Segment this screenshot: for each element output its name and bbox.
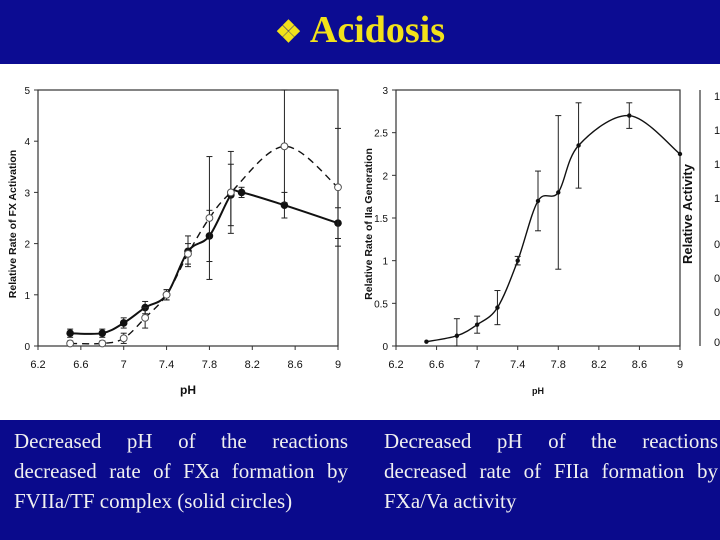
diamond-bullet-icon: ❖	[274, 16, 302, 49]
chart-1-y-tick-label: 3	[382, 86, 388, 97]
chart-0-y-axis-label: Relative Rate of FX Activation	[7, 150, 19, 298]
chart-0-series-0-point	[237, 188, 246, 197]
slide-title-text: Acidosis	[309, 9, 446, 51]
caption-right-line-1: Decreased pH of the reactions	[384, 429, 718, 453]
chart-2-y-tick-label: 1	[714, 193, 720, 205]
chart-0-x-tick-label: 7.8	[202, 359, 217, 371]
chart-0-series-0-line	[70, 189, 339, 335]
chart-0-series-1-point	[119, 334, 128, 343]
chart-0-series-1-point	[66, 339, 75, 348]
caption-right-line-2: decreased rate of FIIa formation by	[384, 459, 718, 483]
chart-1-y-tick-label: 0	[382, 342, 388, 353]
chart-0-y-tick-label: 0	[24, 342, 30, 353]
chart-0-series-0-point	[280, 201, 289, 209]
chart-1-series-0-point	[515, 258, 520, 263]
slide-title: ❖ Acidosis	[0, 4, 720, 59]
chart-0-series-0-point	[119, 319, 128, 327]
chart-2-y-tick-label: 0	[714, 273, 720, 285]
chart-1-series-0-point	[474, 322, 480, 327]
chart-1-x-tick-label: 9	[677, 359, 683, 371]
chart-panel: 6.2 6.6 7 7.4 7.8 8.2 8.6 9 0 1 2 3 4 5 pH Relative Rat…	[0, 64, 720, 420]
chart-0-y-tick-label: 3	[24, 188, 30, 199]
caption-left: Decreased pH of the reactions decreased …	[14, 426, 348, 516]
caption-left-line-1: Decreased pH of the reactions	[14, 429, 348, 453]
chart-1-y-tick-label: 2.5	[374, 129, 388, 140]
chart-0-x-axis-label: pH	[180, 383, 196, 397]
caption-right: Decreased pH of the reactions decreased …	[384, 426, 718, 516]
chart-1-y-tick-label: 1	[382, 257, 388, 268]
chart-2-y-tick-label: 1	[714, 159, 720, 171]
chart-2-y-tick-label: 0	[714, 337, 720, 349]
chart-0-x-tick-label: 8.6	[287, 359, 302, 371]
caption-left-line-3: FVIIa/TF complex (solid circles)	[14, 489, 293, 513]
chart-1-series-0-line	[426, 114, 681, 343]
chart-0-x-tick-label: 6.2	[30, 359, 45, 371]
chart-0-series-0-point	[98, 329, 107, 338]
chart-0-y-tick-label: 1	[24, 291, 30, 302]
chart-0-series-1-line	[70, 145, 339, 345]
chart-1-x-tick-label: 7.8	[551, 359, 566, 371]
chart-1-x-axis-label: pH	[532, 386, 544, 396]
chart-1-y-axis-label: Relative Rate of IIa Generation	[363, 148, 375, 300]
chart-0-series-1-point	[98, 339, 107, 348]
chart-1-x-tick-label: 8.6	[632, 359, 647, 371]
chart-0-x-tick-label: 7.4	[159, 359, 174, 371]
chart-0-series-1-point	[141, 313, 150, 322]
chart-1-x-tick-label: 7.4	[510, 359, 525, 371]
chart-0-series-1-point	[280, 142, 289, 151]
chart-0-y-tick-label: 4	[24, 137, 30, 148]
chart-0-y-tick-label: 2	[24, 240, 30, 251]
chart-2-y-tick-label: 1	[714, 125, 720, 137]
chart-1-x-tick-label: 8.2	[591, 359, 606, 371]
chart-0-series-1-point	[184, 249, 192, 258]
caption-left-line-2: decreased rate of FXa formation by	[14, 459, 348, 483]
chart-0-y-tick-label: 5	[24, 86, 30, 97]
chart-0-x-tick-label: 8.2	[245, 359, 260, 371]
charts-svg: 6.2 6.6 7 7.4 7.8 8.2 8.6 9 0 1 2 3 4 5 pH Relative Rat…	[7, 86, 720, 397]
chart-1-y-tick-label: 1.5	[374, 214, 388, 225]
chart-2-y-axis-label: Relative Activity	[680, 163, 695, 264]
chart-0-x-tick-label: 7	[121, 359, 127, 371]
chart-1-series-0-point	[576, 143, 581, 148]
chart-1-series-0-point	[556, 190, 561, 195]
chart-2-y-tick-label: 0	[714, 307, 720, 319]
chart-0-frame	[37, 89, 339, 347]
chart-1-series-0-point	[454, 333, 460, 338]
chart-1-x-tick-label: 6.2	[388, 359, 403, 371]
chart-2-y-tick-label: 1	[714, 91, 720, 103]
chart-1-y-tick-label: 0.5	[374, 299, 388, 310]
caption-right-line-3: FXa/Va activity	[384, 489, 517, 513]
chart-1-series-0-point	[495, 305, 500, 310]
chart-1-series-0-point	[627, 113, 632, 118]
chart-0-x-tick-label: 6.6	[73, 359, 88, 371]
chart-1-series-0-point	[677, 151, 683, 157]
chart-1-series-0-point	[535, 198, 541, 204]
chart-0-series-0-point	[66, 329, 74, 338]
chart-0-series-1-point	[226, 188, 235, 197]
chart-1-series-0-point	[424, 339, 429, 344]
chart-0-series-1-point	[205, 214, 214, 222]
chart-1-x-tick-label: 6.6	[429, 359, 444, 371]
chart-1-y-tick-label: 2	[382, 171, 388, 182]
chart-0-series-1-point	[162, 290, 171, 299]
chart-1-x-tick-label: 7	[474, 359, 480, 371]
chart-0-series-1-point	[334, 183, 342, 192]
chart-0-x-tick-label: 9	[335, 359, 341, 371]
chart-2-y-tick-label: 0	[714, 239, 720, 251]
title-bar	[0, 0, 720, 64]
